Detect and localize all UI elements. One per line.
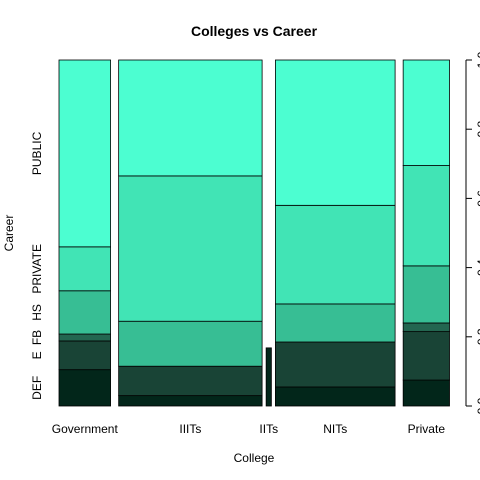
mosaic-tile-iiits-private bbox=[118, 175, 263, 322]
mosaic-tile-iiits-hs bbox=[118, 320, 263, 367]
mosaic-tile-private-e bbox=[402, 331, 450, 381]
career-label: HS bbox=[30, 304, 44, 321]
x-tick-label: IITs bbox=[259, 422, 278, 436]
mosaic-tile-nits-def bbox=[275, 386, 396, 407]
y-tick-label: 0.0 bbox=[475, 397, 480, 414]
mosaic-tile-nits-e bbox=[275, 341, 396, 388]
career-label: PRIVATE bbox=[30, 244, 44, 294]
career-label: E bbox=[30, 351, 44, 359]
career-label: PUBLIC bbox=[30, 131, 44, 175]
mosaic-tile-private-public bbox=[402, 59, 450, 166]
mosaic-tile-private-hs bbox=[402, 265, 450, 324]
x-tick-label: Government bbox=[52, 422, 119, 436]
chart-title: Colleges vs Career bbox=[191, 23, 318, 39]
mosaic-tiles bbox=[58, 59, 450, 407]
x-tick-label: NITs bbox=[323, 422, 347, 436]
mosaic-tile-private-private bbox=[402, 165, 450, 267]
career-label: DEF bbox=[30, 376, 44, 400]
x-axis-label: College bbox=[234, 451, 275, 465]
career-label: FB bbox=[30, 330, 44, 345]
y-tick-label: 0.8 bbox=[475, 121, 480, 138]
x-tick-label: Private bbox=[408, 422, 446, 436]
mosaic-tile-iiits-def bbox=[118, 395, 263, 407]
mosaic-tile-nits-public bbox=[275, 59, 396, 206]
mosaic-tile-iits-def bbox=[265, 347, 272, 407]
mosaic-tile-government-def bbox=[58, 369, 111, 407]
mosaic-tile-government-private bbox=[58, 246, 111, 292]
x-tick-labels: Government IIITs IITs NITs Private bbox=[52, 422, 446, 436]
mosaic-tile-iiits-public bbox=[118, 59, 263, 177]
y-tick-label: 0.6 bbox=[475, 190, 480, 207]
y-axis-label: Career bbox=[2, 215, 16, 252]
y-tick-label: 0.4 bbox=[475, 259, 480, 276]
right-y-axis: 0.0 0.2 0.4 0.6 0.8 1.0 bbox=[465, 51, 480, 414]
mosaic-tile-government-public bbox=[58, 59, 111, 248]
x-tick-label: IIITs bbox=[179, 422, 201, 436]
mosaic-tile-private-fb bbox=[402, 322, 450, 333]
y-tick-label: 0.2 bbox=[475, 328, 480, 345]
mosaic-tile-nits-private bbox=[275, 204, 396, 305]
mosaic-tile-private-def bbox=[402, 379, 450, 407]
career-labels: DEF E FB HS PRIVATE PUBLIC bbox=[30, 131, 44, 399]
mosaic-tile-government-fb bbox=[58, 333, 111, 342]
mosaic-tile-iiits-e bbox=[118, 365, 263, 397]
mosaic-tile-government-hs bbox=[58, 290, 111, 335]
y-tick-label: 1.0 bbox=[475, 51, 480, 68]
mosaic-tile-government-e bbox=[58, 340, 111, 371]
mosaic-tile-nits-hs bbox=[275, 303, 396, 343]
